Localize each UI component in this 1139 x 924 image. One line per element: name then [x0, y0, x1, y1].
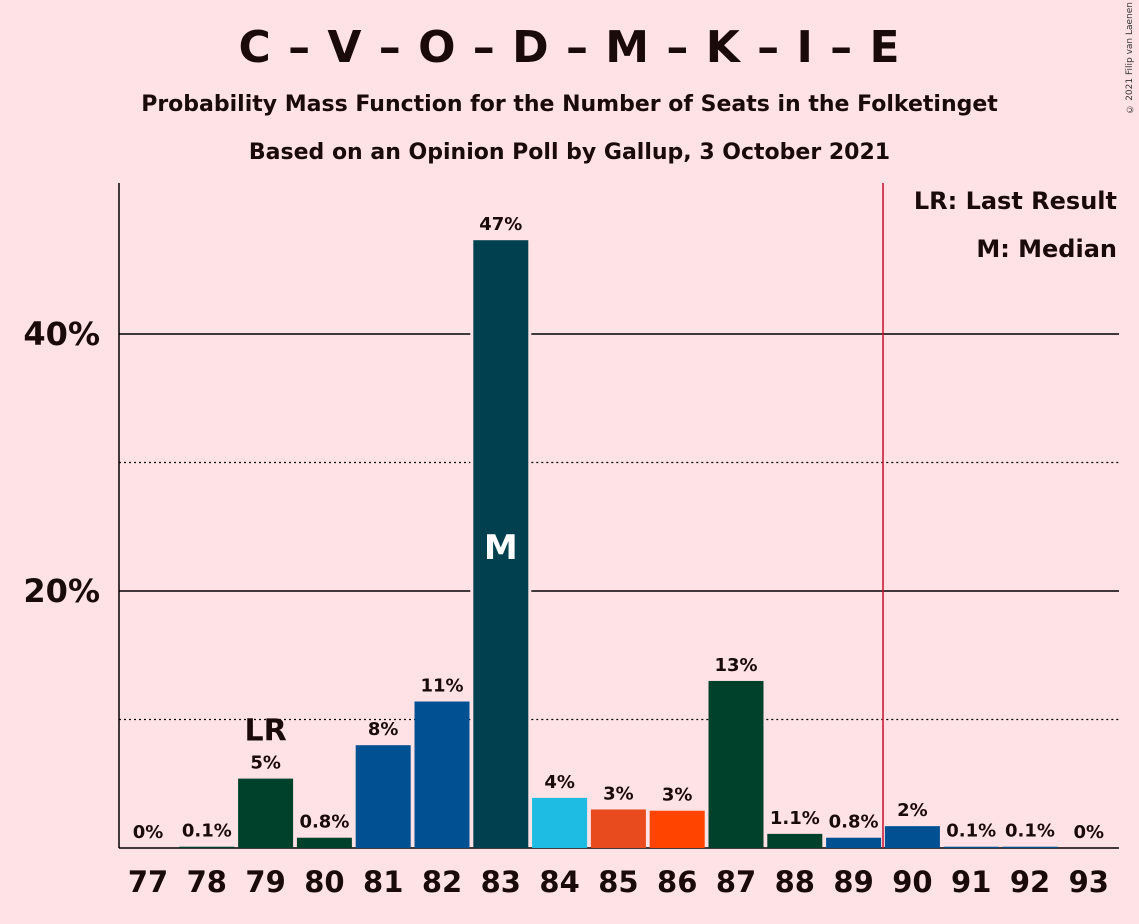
data-label-81: 8% — [368, 719, 399, 740]
data-label-77: 0% — [133, 822, 164, 843]
median-marker: M — [484, 528, 518, 568]
bar-86 — [649, 810, 705, 848]
chart-subtitle-source: Based on an Opinion Poll by Gallup, 3 Oc… — [248, 140, 891, 165]
legend-entry: M: Median — [976, 235, 1117, 263]
data-label-90: 2% — [897, 800, 928, 821]
bar-80 — [296, 837, 352, 848]
x-tick-label-90: 90 — [892, 865, 932, 899]
x-tick-label-83: 83 — [481, 865, 521, 899]
data-label-91: 0.1% — [946, 821, 996, 842]
x-tick-label-84: 84 — [539, 865, 579, 899]
bar-78 — [179, 846, 235, 848]
x-tick-label-86: 86 — [657, 865, 697, 899]
chart-title: C – V – O – D – M – K – I – E — [238, 22, 901, 73]
x-tick-label-92: 92 — [1010, 865, 1050, 899]
x-tick-label-85: 85 — [598, 865, 638, 899]
chart-subtitle: Probability Mass Function for the Number… — [141, 92, 998, 117]
x-tick-label-89: 89 — [833, 865, 873, 899]
data-label-84: 4% — [544, 772, 575, 793]
x-tick-label-93: 93 — [1069, 865, 1109, 899]
bar-89 — [826, 837, 882, 848]
x-tick-label-78: 78 — [187, 865, 227, 899]
x-tick-label-87: 87 — [716, 865, 756, 899]
bar-83 — [473, 240, 529, 848]
data-label-93: 0% — [1074, 822, 1105, 843]
data-label-83: 47% — [479, 214, 522, 235]
data-label-92: 0.1% — [1005, 821, 1055, 842]
bar-79 — [238, 778, 294, 848]
x-tick-label-88: 88 — [775, 865, 815, 899]
bar-84 — [532, 797, 588, 848]
data-label-88: 1.1% — [770, 808, 820, 829]
x-tick-label-80: 80 — [304, 865, 344, 899]
bar-90 — [884, 826, 940, 848]
data-label-87: 13% — [714, 655, 757, 676]
data-label-80: 0.8% — [299, 812, 349, 833]
data-label-78: 0.1% — [182, 821, 232, 842]
bar-82 — [414, 701, 470, 848]
x-tick-label-81: 81 — [363, 865, 403, 899]
y-tick-label: 20% — [23, 572, 100, 610]
data-label-86: 3% — [662, 785, 693, 806]
data-label-79: 5% — [250, 753, 281, 774]
bar-91 — [943, 846, 999, 848]
bar-85 — [590, 809, 646, 848]
bar-88 — [767, 833, 823, 848]
bar-81 — [355, 745, 411, 848]
last-result-marker: LR — [244, 714, 286, 749]
legend-entry: LR: Last Result — [914, 187, 1117, 215]
data-label-82: 11% — [420, 676, 463, 697]
bar-92 — [1002, 846, 1058, 848]
bar-87 — [708, 680, 764, 848]
y-tick-label: 40% — [23, 315, 100, 353]
x-tick-label-82: 82 — [422, 865, 462, 899]
x-tick-label-79: 79 — [245, 865, 285, 899]
data-label-89: 0.8% — [829, 812, 879, 833]
data-label-85: 3% — [603, 783, 634, 804]
x-tick-label-91: 91 — [951, 865, 991, 899]
x-tick-label-77: 77 — [128, 865, 168, 899]
